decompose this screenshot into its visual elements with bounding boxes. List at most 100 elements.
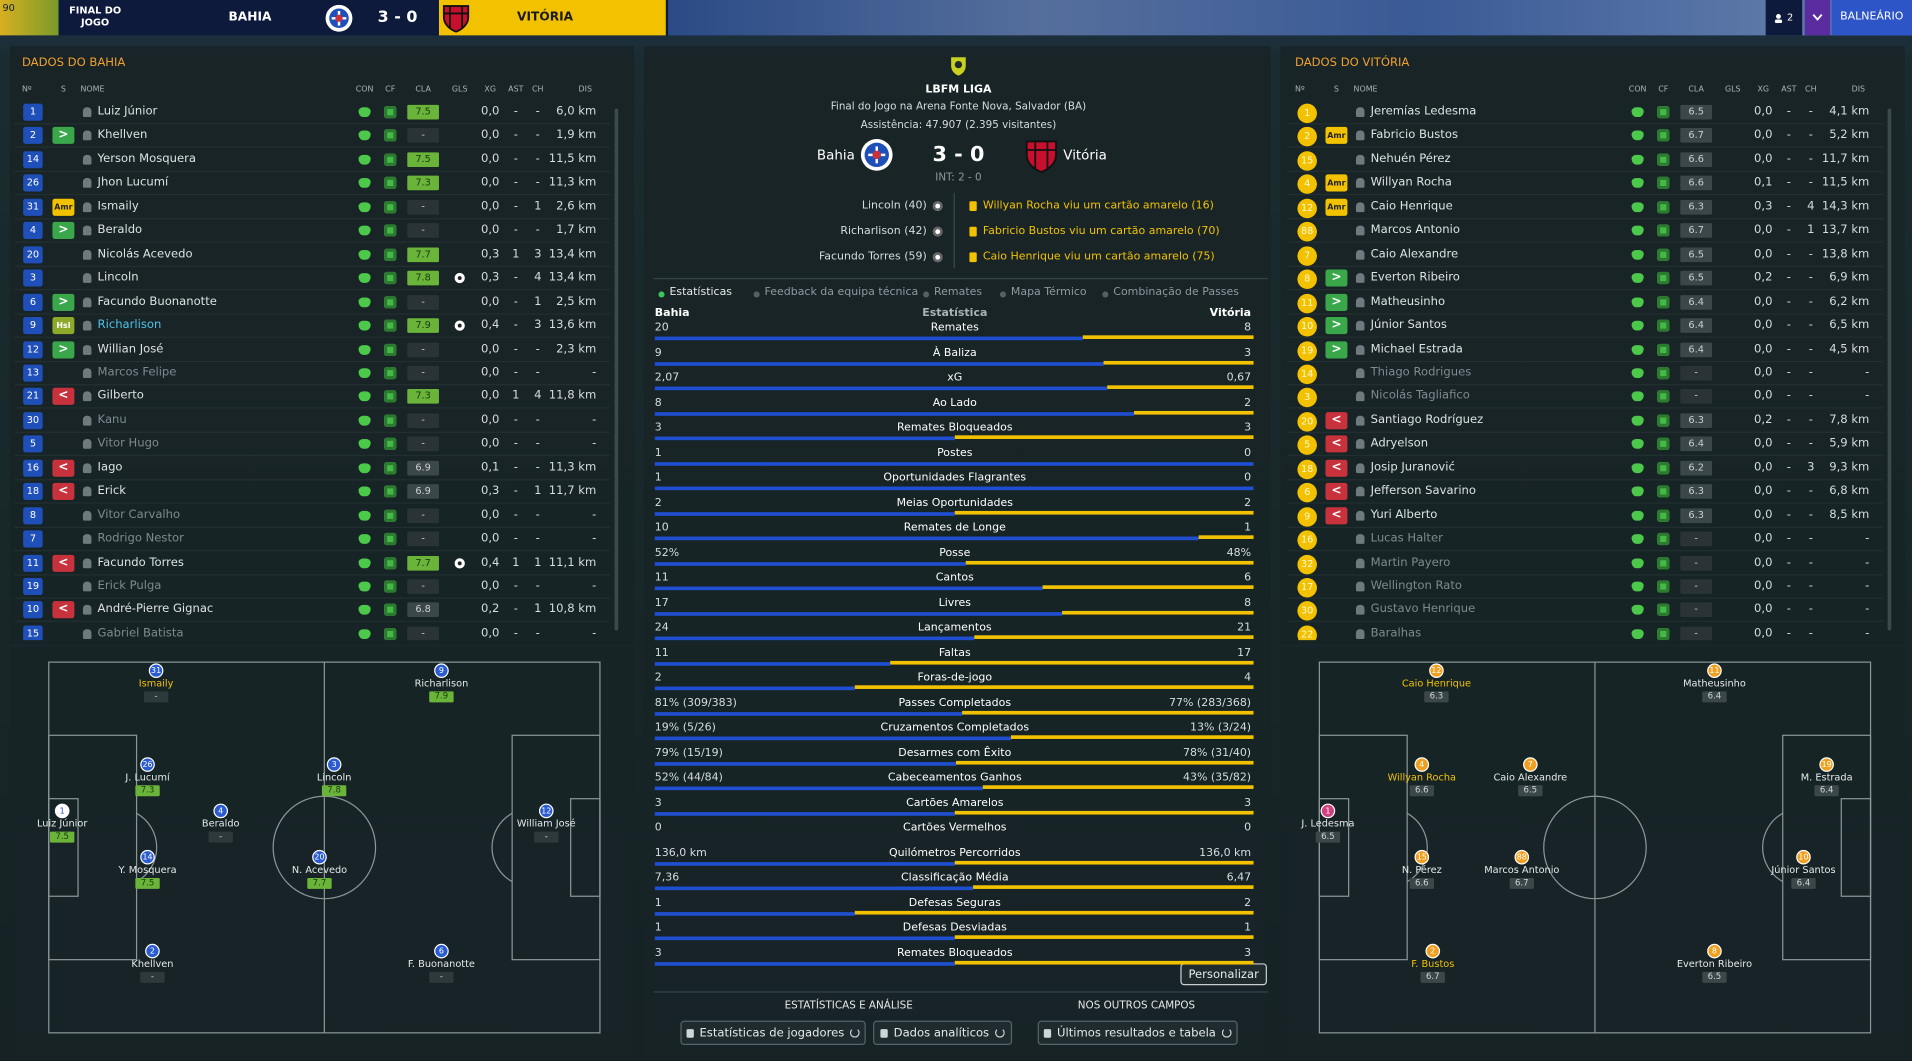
chances: -	[1808, 413, 1813, 427]
league-name: LBFM LIGA	[925, 84, 992, 97]
tab[interactable]: Remates	[934, 286, 983, 299]
row-separator	[1287, 265, 1883, 267]
tab[interactable]: Combinação de Passes	[1113, 286, 1239, 299]
distance: 4,1 km	[1829, 104, 1870, 119]
chances: -	[1808, 152, 1813, 166]
penalty-arc	[491, 812, 513, 883]
row-separator	[14, 573, 610, 575]
penalty-area	[1318, 734, 1408, 961]
row-separator	[1287, 289, 1883, 291]
fitness-icon	[384, 272, 397, 285]
xg: 0,0	[1754, 365, 1773, 380]
stat-away: 6,47	[1226, 872, 1252, 885]
external-icon	[850, 1027, 861, 1038]
rating: 6.4	[1680, 342, 1713, 357]
assists: -	[513, 176, 518, 190]
player-name: Baralhas	[1370, 626, 1422, 641]
stat-name: Remates Bloqueados	[896, 947, 1013, 960]
pitch-name: F. Buonanotte	[407, 958, 475, 970]
status-badge: <	[52, 554, 75, 572]
assists: -	[513, 531, 518, 546]
row-separator	[14, 194, 610, 196]
shirt-number: 12	[1297, 198, 1317, 219]
stat-bar-home	[654, 536, 1200, 541]
distance: 5,9 km	[1829, 436, 1870, 451]
distance: -	[1865, 555, 1870, 569]
row-separator	[14, 407, 610, 409]
chances: -	[535, 460, 540, 475]
xg: 0,0	[480, 176, 500, 190]
ball-patch	[457, 323, 462, 328]
player-icon	[82, 605, 92, 616]
stat-bar-home	[654, 586, 1043, 591]
pitch-rating: 7.5	[135, 877, 160, 889]
distance: 11,3 km	[548, 460, 597, 475]
person-icon	[1775, 13, 1783, 23]
row-separator	[1287, 312, 1883, 315]
stat-bar-home	[654, 661, 891, 666]
distance: 7,8 km	[1829, 413, 1870, 427]
footer-button[interactable]: Dados analíticos	[873, 1020, 1013, 1046]
rating: -	[407, 223, 439, 239]
rating: 6.3	[1680, 508, 1713, 523]
condition-icon	[358, 439, 371, 450]
pitch-name: J. Ledesma	[1301, 818, 1355, 830]
assists: -	[513, 104, 518, 119]
xg: 0,2	[1754, 270, 1773, 285]
column-header: AST	[508, 84, 524, 94]
dropdown[interactable]	[1804, 0, 1831, 36]
footer-button[interactable]: Últimos resultados e tabela	[1037, 1020, 1238, 1046]
tab[interactable]: Feedback da equipa técnica	[764, 286, 919, 299]
row-separator	[1287, 336, 1883, 338]
home-panel-title: DADOS DO BAHIA	[21, 56, 126, 70]
xg: 0,0	[1754, 579, 1773, 593]
rating: 7.7	[407, 555, 439, 571]
xg: 0,0	[1754, 460, 1773, 475]
pitch-shirt: 15	[1414, 849, 1430, 865]
condition-icon	[358, 297, 371, 307]
pitch-rating: 6.5	[1518, 785, 1543, 797]
shirt-number: 1	[1297, 103, 1317, 124]
dressing-room-button[interactable]: BALNEÁRIO	[1831, 0, 1912, 36]
shirt-number: 3	[23, 269, 43, 287]
shirt-number: 15	[23, 625, 43, 641]
pitch-rating: 6.4	[1814, 785, 1839, 797]
pitch-rating: 7.8	[321, 785, 347, 797]
stat-home: 0	[654, 822, 662, 835]
chances: -	[535, 176, 540, 190]
tab[interactable]: Mapa Térmico	[1010, 286, 1087, 299]
rating: 6.8	[407, 602, 439, 618]
tab[interactable]: Estatísticas	[669, 286, 733, 299]
chances: -	[1808, 626, 1813, 641]
shirt-number: 14	[1297, 364, 1317, 385]
fitness-icon	[384, 177, 397, 190]
column-header: Nº	[1295, 84, 1305, 94]
customize-button[interactable]: Personalizar	[1180, 963, 1267, 986]
assists: 1	[512, 555, 520, 569]
shirt-number: 88	[1297, 222, 1317, 242]
column-header: NOME	[1353, 84, 1378, 94]
chances: -	[1808, 342, 1813, 356]
footer-button[interactable]: Estatísticas de jogadores	[680, 1020, 866, 1046]
assists: -	[1786, 247, 1791, 261]
chances: -	[535, 223, 540, 237]
status-badge: >	[52, 222, 75, 240]
pitch-shirt: 31	[148, 663, 164, 678]
shirt-number: 18	[23, 483, 43, 501]
player-icon	[82, 557, 92, 568]
chances: -	[535, 531, 540, 546]
player-name: Marcos Antonio	[1370, 223, 1460, 237]
stat-bar-home	[654, 937, 955, 941]
people-count[interactable]: 2	[1765, 0, 1803, 36]
stat-bar-away	[954, 935, 1254, 940]
distance: 5,2 km	[1829, 128, 1870, 142]
stat-home: 52%	[654, 547, 680, 560]
distance: 13,4 km	[548, 270, 597, 285]
pitch	[1318, 661, 1872, 1034]
fitness-icon	[1657, 200, 1670, 214]
fitness-icon	[384, 556, 397, 569]
stat-bar-away	[1199, 535, 1254, 540]
shirt-number: 17	[1297, 577, 1317, 598]
player-name: Marcos Felipe	[97, 365, 177, 380]
rating: -	[407, 294, 439, 310]
